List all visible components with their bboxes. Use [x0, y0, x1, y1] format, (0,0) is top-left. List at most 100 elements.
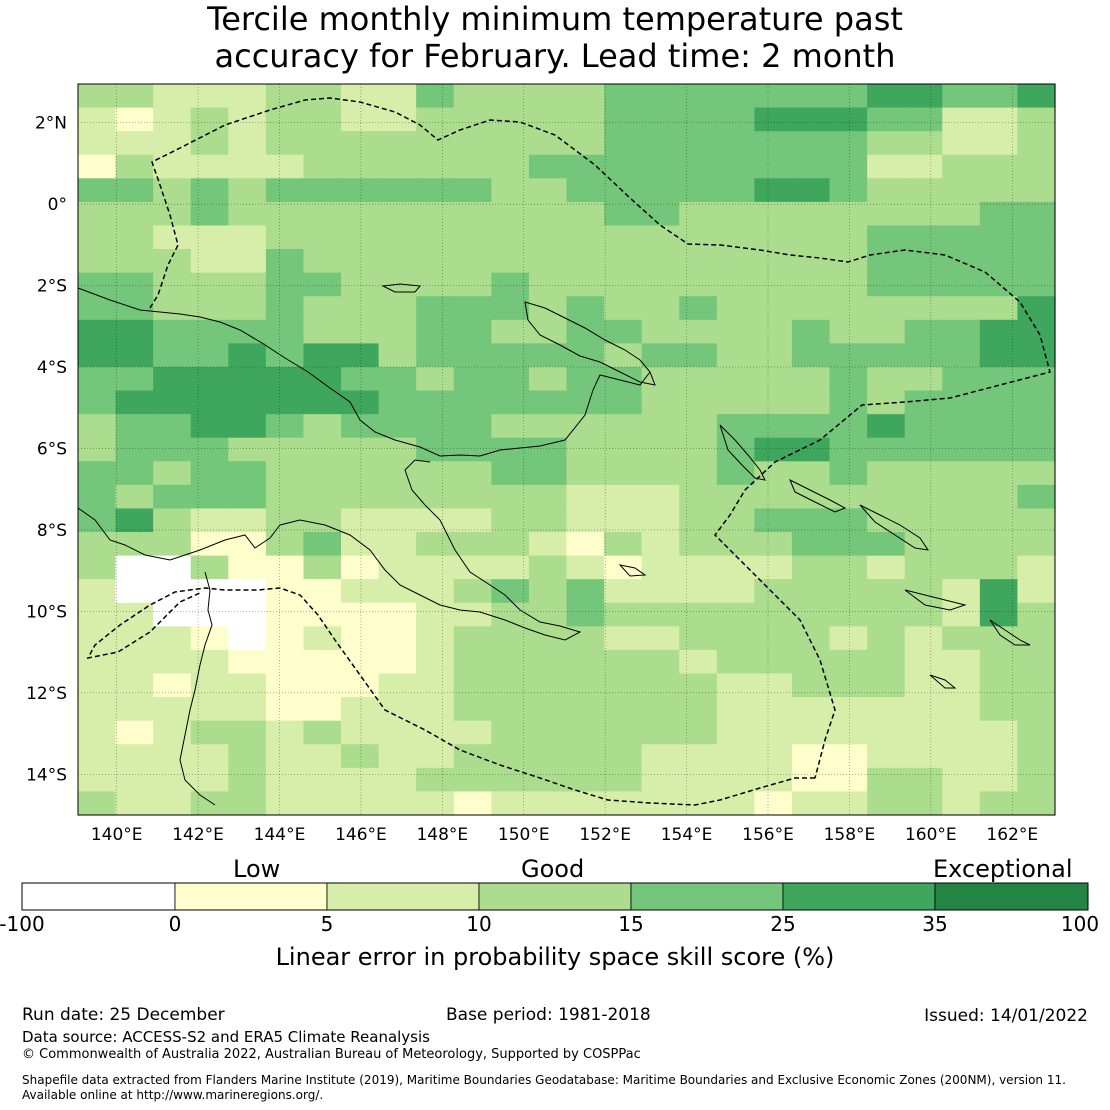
grid-cell	[641, 555, 680, 580]
grid-cell	[829, 484, 868, 510]
grid-cell	[416, 249, 455, 274]
grid-cell	[604, 649, 643, 675]
grid-cell	[566, 508, 605, 533]
grid-cell	[265, 461, 305, 486]
grid-cell	[153, 414, 192, 439]
grid-cell	[679, 602, 718, 627]
grid-cell	[829, 272, 868, 297]
grid-cell	[604, 744, 643, 769]
grid-cell	[942, 414, 981, 439]
chart-title-line-2: accuracy for February. Lead time: 2 mont…	[214, 37, 896, 75]
grid-cell	[942, 626, 981, 651]
grid-cell	[378, 744, 417, 769]
grid-cell	[716, 555, 755, 580]
grid-cell	[453, 437, 492, 462]
grid-cell	[754, 84, 793, 109]
grid-cell	[867, 154, 906, 179]
grid-cell	[942, 602, 981, 627]
grid-cell	[904, 366, 943, 392]
grid-cell	[153, 532, 192, 557]
grid-cell	[78, 201, 117, 227]
grid-cell	[303, 366, 342, 392]
grid-cell	[867, 84, 906, 109]
grid-cell	[867, 649, 906, 675]
colorbar-tick: 15	[618, 912, 644, 936]
grid-cell	[754, 744, 793, 769]
grid-cell	[641, 154, 680, 179]
grid-cell	[190, 744, 229, 769]
grid-cell	[303, 414, 342, 439]
grid-cell	[378, 461, 417, 486]
grid-cell	[641, 579, 680, 604]
grid-cell	[829, 437, 868, 462]
grid-cell	[78, 602, 117, 627]
grid-cell	[303, 107, 342, 132]
grid-cell	[979, 508, 1019, 533]
grid-cell	[341, 390, 380, 415]
grid-cell	[265, 697, 305, 722]
grid-cell	[979, 390, 1019, 415]
grid-cell	[867, 461, 906, 486]
grid-cell	[1017, 697, 1056, 722]
grid-cell	[604, 484, 643, 510]
grid-cell	[416, 154, 455, 179]
grid-cell	[604, 437, 643, 462]
grid-cell	[416, 484, 455, 510]
grid-cell	[679, 343, 718, 368]
grid-cell	[341, 178, 380, 203]
grid-cell	[416, 107, 455, 132]
grid-cell	[378, 296, 417, 321]
grid-cell	[416, 414, 455, 439]
grid-cell	[78, 249, 117, 274]
grid-cell	[791, 178, 831, 203]
grid-cell	[716, 484, 755, 510]
grid-cell	[491, 484, 530, 510]
grid-cell	[979, 201, 1019, 227]
grid-cell	[604, 414, 643, 439]
grid-cell	[979, 602, 1019, 627]
grid-cell	[904, 390, 943, 415]
grid-cell	[491, 366, 530, 392]
grid-cell	[491, 461, 530, 486]
grid-cell	[754, 484, 793, 510]
grid-cell	[416, 532, 455, 557]
grid-cell	[904, 626, 943, 651]
grid-cell	[228, 272, 267, 297]
grid-cell	[115, 579, 154, 604]
grid-cell	[604, 626, 643, 651]
grid-cell	[190, 555, 229, 580]
grid-cell	[1017, 131, 1056, 156]
grid-cell	[341, 343, 380, 368]
grid-cell	[115, 107, 154, 132]
grid-cell	[942, 461, 981, 486]
grid-cell	[378, 602, 417, 627]
grid-cell	[265, 720, 305, 745]
grid-cell	[115, 744, 154, 769]
grid-cell	[341, 154, 380, 179]
grid-cell	[115, 461, 154, 486]
grid-cell	[265, 390, 305, 415]
grid-cell	[641, 484, 680, 510]
grid-cell	[416, 437, 455, 462]
grid-cell	[153, 626, 192, 651]
grid-cell	[942, 673, 981, 698]
grid-cell	[153, 508, 192, 533]
grid-cell	[829, 649, 868, 675]
grid-cell	[979, 178, 1019, 203]
grid-cell	[904, 720, 943, 745]
grid-cell	[528, 154, 568, 179]
grid-cell	[190, 767, 229, 793]
grid-cell	[528, 319, 568, 344]
grid-cell	[115, 673, 154, 698]
grid-cell	[679, 296, 718, 321]
grid-cell	[604, 225, 643, 250]
new-britain	[524, 301, 656, 386]
grid-cell	[604, 249, 643, 274]
grid-cell	[754, 555, 793, 580]
grid-cell	[228, 319, 267, 344]
grid-cell	[1017, 767, 1056, 793]
grid-cell	[791, 390, 831, 415]
grid-cell	[228, 178, 267, 203]
grid-cell	[341, 201, 380, 227]
grid-cell	[754, 461, 793, 486]
